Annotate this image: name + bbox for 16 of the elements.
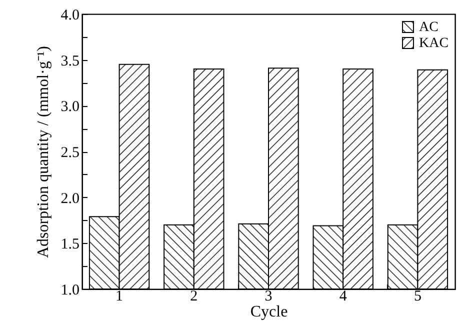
y-tick-label: 2.0: [60, 190, 80, 207]
y-tick-label: 1.5: [60, 236, 80, 253]
y-tick-label: 1.0: [60, 282, 80, 298]
x-tick-label: 5: [414, 288, 422, 304]
x-axis-title: Cycle: [250, 304, 288, 320]
legend-label: KAC: [419, 36, 449, 51]
y-axis-title: Adsorption quantity / (mmol·g⁻¹): [34, 46, 52, 258]
legend-label: AC: [419, 20, 438, 35]
x-tick-label: 1: [116, 288, 124, 304]
y-tick-label: 3.5: [60, 53, 80, 70]
y-tick-label: 2.5: [60, 145, 80, 161]
x-tick-label: 2: [190, 288, 198, 304]
y-tick-label: 3.0: [60, 99, 80, 116]
x-tick-label: 4: [339, 288, 348, 304]
y-tick-label: 4.0: [60, 8, 80, 24]
x-tick-label: 3: [264, 288, 272, 304]
